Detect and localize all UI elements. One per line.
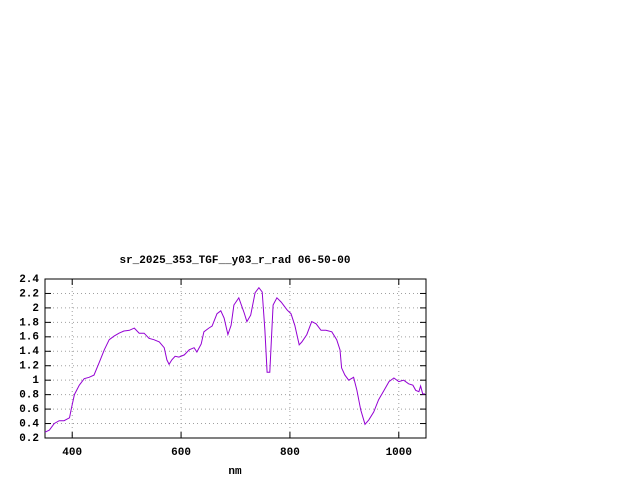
y-tick-label: 1.4	[19, 346, 39, 358]
y-tick-label: 1	[32, 375, 39, 387]
y-tick-label: 2	[32, 303, 39, 315]
y-tick-label: 1.2	[19, 361, 39, 373]
x-tick-label: 1000	[386, 447, 412, 459]
y-tick-label: 0.8	[19, 390, 39, 402]
x-tick-label: 600	[171, 447, 191, 459]
data-line	[44, 286, 425, 433]
y-tick-label: 1.6	[19, 332, 39, 344]
chart-title: sr_2025_353_TGF__y03_r_rad 06-50-00	[119, 255, 350, 267]
y-tick-label: 2.2	[19, 288, 39, 300]
x-tick-label: 400	[62, 447, 82, 459]
x-axis-label: nm	[228, 466, 242, 478]
y-tick-label: 2.4	[19, 274, 39, 286]
y-tick-label: 0.6	[19, 404, 39, 416]
plot-frame	[44, 278, 427, 439]
y-tick-label: 0.2	[19, 433, 39, 445]
y-tick-label: 0.4	[19, 418, 39, 430]
y-tick-label: 1.8	[19, 317, 39, 329]
x-tick-label: 800	[280, 447, 300, 459]
